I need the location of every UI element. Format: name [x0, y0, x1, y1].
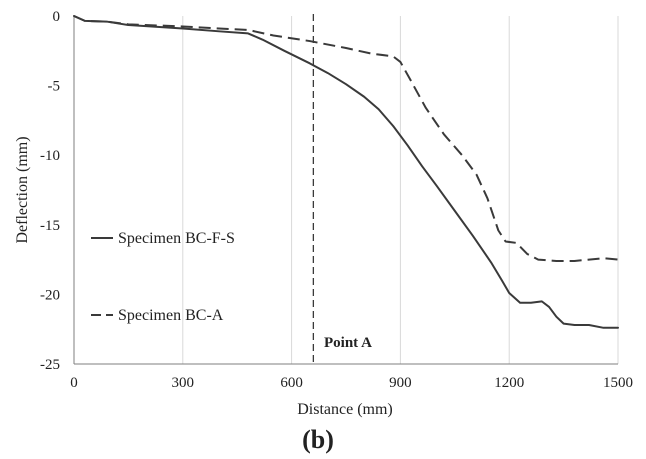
y-tick-label: -5 — [48, 79, 61, 95]
series-line-bc-f-s — [73, 15, 619, 329]
y-tick-label: 0 — [53, 9, 61, 25]
x-tick-label: 1200 — [494, 375, 524, 391]
panel-label: (b) — [302, 425, 334, 454]
x-tick-label: 0 — [70, 375, 78, 391]
axes: 0 300 600 900 1200 1500 0 -5 -10 -15 -20 -25 — [40, 9, 633, 391]
x-tick-label: 600 — [280, 375, 303, 391]
y-tick-label: -25 — [40, 357, 60, 373]
series-line-bc-a — [73, 15, 619, 262]
point-a-label: Point A — [324, 335, 372, 351]
legend: Specimen BC-F-S Specimen BC-A — [91, 230, 235, 324]
legend-label: Specimen BC-A — [118, 307, 224, 324]
y-tick-label: -15 — [40, 218, 60, 234]
y-tick-label: -20 — [40, 287, 60, 303]
y-tick-label: -10 — [40, 148, 60, 164]
x-tick-label: 300 — [172, 375, 195, 391]
series-group — [73, 15, 619, 329]
legend-label: Specimen BC-F-S — [118, 230, 235, 247]
grid — [182, 16, 619, 364]
x-tick-label: 900 — [389, 375, 412, 391]
x-axis-title: Distance (mm) — [297, 401, 393, 418]
x-tick-label: 1500 — [603, 375, 633, 391]
y-axis-title: Deflection (mm) — [14, 136, 31, 243]
